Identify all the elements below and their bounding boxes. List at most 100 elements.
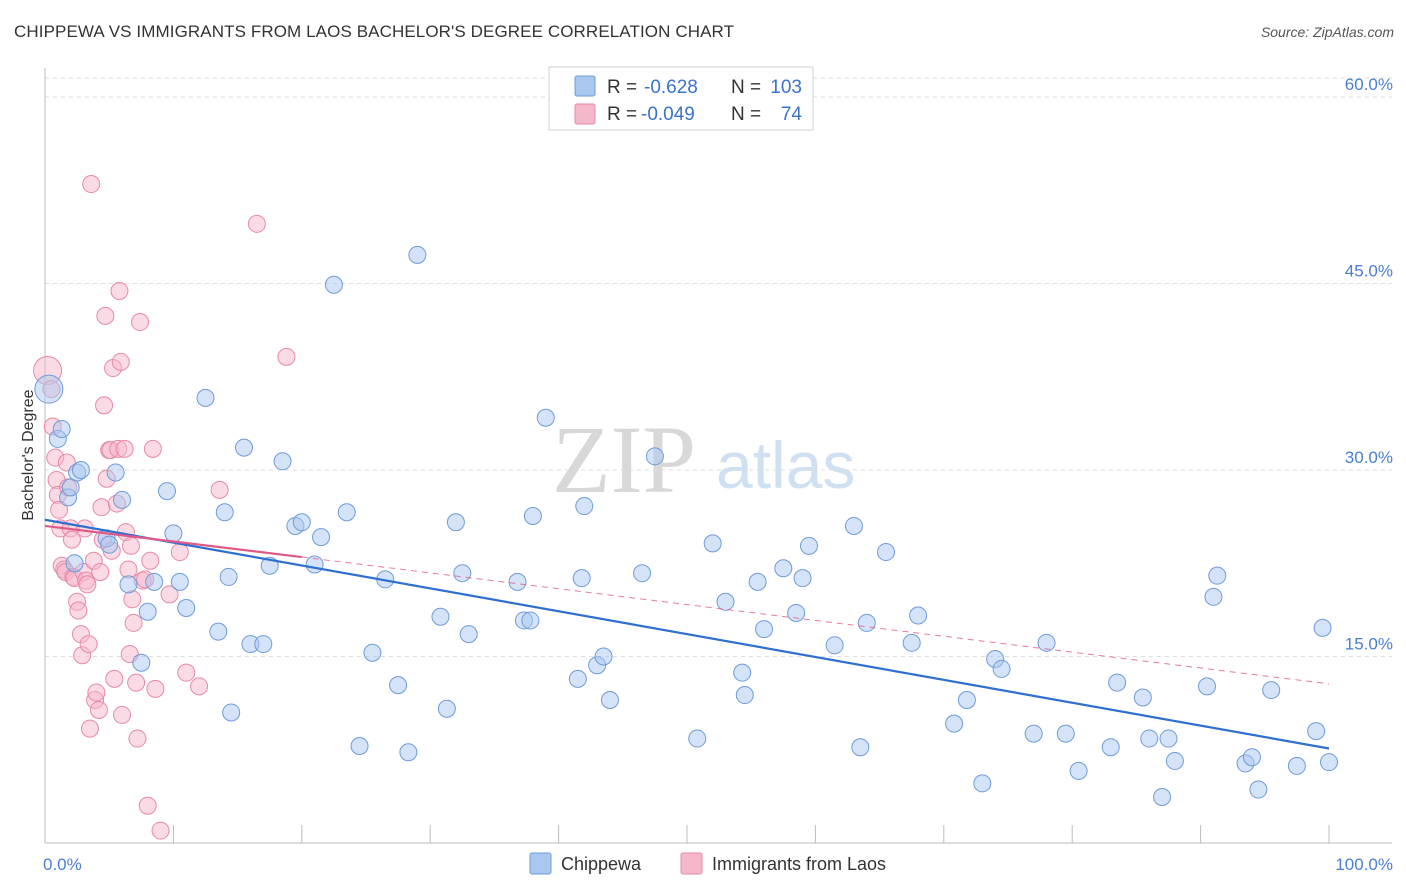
trend-line-chippewa <box>44 518 1330 750</box>
chippewa-point <box>600 691 619 710</box>
y-axis-title: Bachelor's Degree <box>20 389 37 520</box>
chippewa-point <box>1037 633 1056 652</box>
legend-r-value-1: -0.628 <box>644 77 698 98</box>
chippewa-point <box>787 603 806 622</box>
chippewa-point <box>774 559 793 578</box>
laos-point <box>190 677 209 696</box>
chippewa-point <box>703 534 722 553</box>
chippewa-point <box>1165 751 1184 770</box>
bottom-legend-label-laos: Immigrants from Laos <box>712 854 886 874</box>
chippewa-point <box>219 567 238 586</box>
laos-point <box>89 700 108 719</box>
chippewa-point <box>170 572 189 591</box>
bottom-legend: Chippewa Immigrants from Laos <box>529 852 886 875</box>
chippewa-point <box>1204 587 1223 606</box>
chippewa-point <box>1069 761 1088 780</box>
chippewa-point <box>157 482 176 501</box>
laos-point <box>95 396 114 415</box>
chippewa-point <box>1242 748 1261 767</box>
chippewa-point <box>645 447 664 466</box>
laos-point <box>79 635 98 654</box>
chippewa-point <box>399 743 418 762</box>
trend-lines <box>44 518 1330 750</box>
laos-point <box>50 500 69 519</box>
laos-point <box>110 281 129 300</box>
chippewa-point <box>431 607 450 626</box>
legend-r-value-2: -0.049 <box>641 104 695 125</box>
laos-point <box>82 175 101 194</box>
laos-point <box>62 530 81 549</box>
chippewa-point <box>437 699 456 718</box>
chippewa-point <box>1313 618 1332 637</box>
gridlines <box>45 77 1392 657</box>
chippewa-point <box>1287 756 1306 775</box>
trend-line-laos-extended <box>301 556 1330 685</box>
watermark: ZIP atlas <box>552 406 855 513</box>
chippewa-point <box>337 503 356 522</box>
chippewa-point <box>119 575 138 594</box>
chippewa-point <box>716 592 735 611</box>
x-tick-labels: 0.0% 100.0% <box>43 855 1393 874</box>
chippewa-point <box>100 535 119 554</box>
chippewa-point <box>1101 738 1120 757</box>
legend-n-label-2: N = <box>731 104 761 125</box>
chippewa-point <box>1140 729 1159 748</box>
chippewa-point <box>825 636 844 655</box>
chippewa-point <box>572 569 591 588</box>
chippewa-point <box>536 408 555 427</box>
chippewa-point <box>909 606 928 625</box>
laos-point <box>143 439 162 458</box>
legend-n-label-1: N = <box>731 77 761 98</box>
laos-point <box>96 306 115 325</box>
chippewa-point <box>521 611 540 630</box>
chippewa-point <box>1133 688 1152 707</box>
axes <box>44 68 1392 844</box>
chippewa-point <box>177 599 196 618</box>
chippewa-point <box>1307 722 1326 741</box>
chippewa-point <box>1208 566 1227 585</box>
chippewa-point <box>973 774 992 793</box>
watermark-zip: ZIP <box>552 406 696 513</box>
x-tick-label: 0.0% <box>43 855 82 874</box>
laos-point <box>170 543 189 562</box>
chippewa-point <box>1159 729 1178 748</box>
bottom-legend-swatch-chippewa <box>529 852 552 875</box>
chart-title: CHIPPEWA VS IMMIGRANTS FROM LAOS BACHELO… <box>14 22 735 41</box>
chippewa-point <box>132 653 151 672</box>
chippewa-point <box>508 572 527 591</box>
chippewa-point <box>292 513 311 532</box>
laos-point <box>138 796 157 815</box>
chippewa-point <box>65 554 84 573</box>
legend-swatch-chippewa <box>574 75 596 97</box>
chippewa-point <box>755 620 774 639</box>
chippewa-point <box>523 507 542 526</box>
chippewa-point <box>196 388 215 407</box>
chippewa-point <box>389 676 408 695</box>
laos-point <box>151 821 170 840</box>
laos-point <box>128 729 147 748</box>
watermark-atlas: atlas <box>716 428 855 502</box>
laos-point <box>80 719 99 738</box>
chippewa-point <box>857 613 876 632</box>
chippewa-point <box>1108 673 1127 692</box>
legend-n-value-2: 74 <box>781 104 803 125</box>
chippewa-point <box>799 536 818 555</box>
laos-point <box>113 705 132 724</box>
chippewa-point <box>408 245 427 264</box>
chippewa-point <box>877 543 896 562</box>
chippewa-point <box>1056 724 1075 743</box>
y-tick-label: 15.0% <box>1345 635 1393 654</box>
chippewa-point <box>34 374 64 404</box>
chippewa-point <box>851 738 870 757</box>
chippewa-point <box>106 463 125 482</box>
laos-point <box>131 313 150 332</box>
laos-point <box>91 562 110 581</box>
chippewa-point <box>145 572 164 591</box>
laos-point <box>141 551 160 570</box>
chippewa-point <box>735 686 754 705</box>
chippewa-point <box>1024 724 1043 743</box>
laos-point <box>160 585 179 604</box>
chippewa-point <box>324 275 343 294</box>
chippewa-point <box>254 635 273 654</box>
